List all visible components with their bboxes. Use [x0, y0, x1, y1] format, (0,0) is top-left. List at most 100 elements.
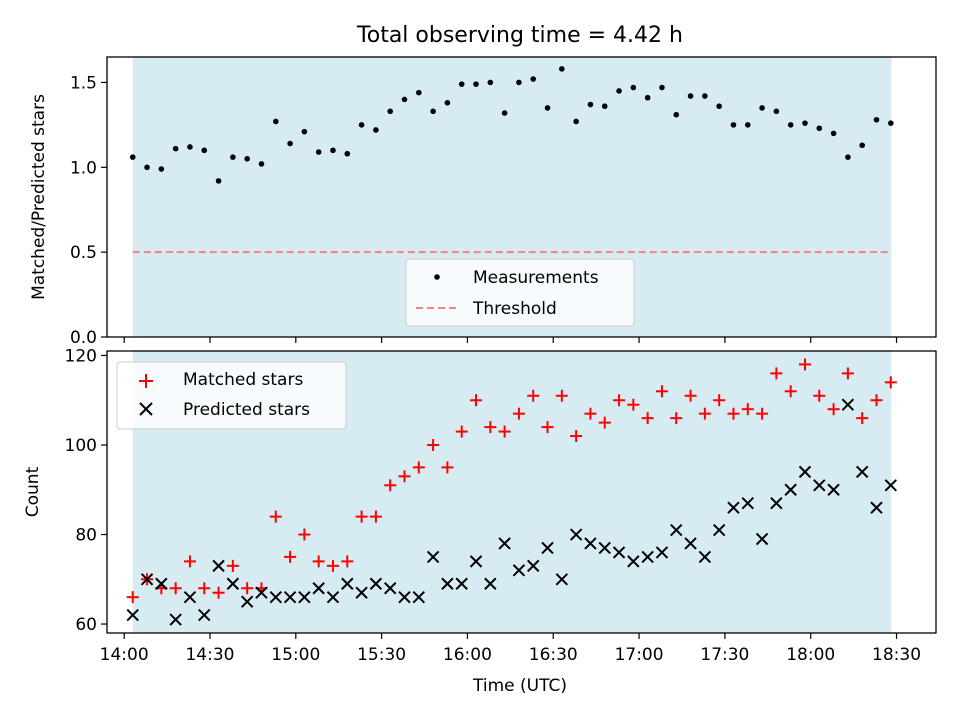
bottom-legend: Matched stars Predicted stars: [116, 361, 347, 430]
predicted-star-point: [512, 564, 526, 577]
matched-star-point: [326, 559, 339, 572]
x-tick-label: 16:30: [529, 645, 578, 665]
predicted-star-point: [741, 496, 754, 510]
measurement-point: [544, 105, 551, 111]
legend-measurements-marker: [434, 274, 440, 280]
top-legend: Measurements Threshold: [405, 258, 635, 327]
matched-star-point: [198, 582, 211, 595]
predicted-star-point: [126, 608, 139, 622]
measurement-point: [230, 154, 236, 160]
top-legend-box: [405, 258, 635, 327]
matched-star-point: [827, 403, 840, 416]
measurement-point: [244, 156, 250, 162]
top-y-axis-label: Matched/Predicted stars: [29, 94, 49, 300]
measurement-point: [873, 116, 880, 123]
bottom-legend-box: [116, 361, 347, 430]
measurement-point: [158, 166, 165, 172]
measurement-point: [759, 105, 765, 111]
measurement-point: [330, 147, 336, 154]
bottom-y-ticks: 60 80 100 120: [65, 346, 107, 635]
matched-star-point: [813, 389, 826, 402]
predicted-star-point: [355, 586, 368, 599]
matched-star-point: [598, 416, 611, 429]
predicted-star-point: [341, 577, 354, 590]
matched-star-point: [384, 479, 397, 492]
measurement-point: [444, 100, 451, 106]
predicted-star-point: [169, 613, 182, 626]
measurement-point: [601, 103, 608, 110]
matched-star-point: [541, 421, 554, 434]
matched-star-point: [269, 510, 282, 523]
predicted-star-point: [283, 590, 297, 604]
predicted-star-point: [655, 546, 669, 559]
matched-star-point: [241, 582, 254, 595]
legend-threshold-label: Threshold: [472, 299, 557, 319]
matched-star-point: [713, 394, 726, 407]
legend-measurements-label: Measurements: [473, 268, 599, 288]
measurement-point: [702, 93, 708, 99]
matched-star-point: [355, 510, 368, 523]
matched-star-point: [756, 407, 769, 420]
measurement-point: [859, 142, 865, 149]
matched-star-point: [312, 555, 325, 568]
matched-star-point: [412, 461, 425, 474]
matched-star-point: [584, 407, 597, 420]
measurement-point: [501, 110, 508, 116]
predicted-star-point: [398, 590, 411, 604]
bottom-panel: 60 80 100 120 14:00 14:30 15:00 15:30 16:00 16:3…: [23, 346, 937, 696]
predicted-star-point: [412, 590, 426, 604]
matched-star-point: [455, 425, 468, 438]
matched-star-point: [841, 367, 854, 380]
predicted-star-point: [226, 577, 240, 590]
measurement-point: [787, 122, 794, 128]
matched-star-point: [484, 421, 497, 434]
x-axis-label: Time (UTC): [472, 676, 567, 696]
x-tick-label: 17:30: [700, 645, 749, 665]
predicted-stars-points: [126, 398, 898, 626]
matched-star-point: [627, 398, 640, 411]
predicted-star-point: [841, 398, 855, 411]
measurement-point: [172, 145, 179, 152]
matched-star-point: [527, 389, 540, 402]
predicted-star-point: [426, 550, 440, 564]
measurement-point: [401, 96, 408, 103]
measurement-point: [516, 79, 522, 86]
top-y-ticks: 0.0 0.5 1.0 1.5: [70, 73, 107, 348]
predicted-star-point: [784, 483, 797, 496]
legend-predicted-marker: [139, 402, 153, 416]
x-tick-label: 15:00: [271, 645, 320, 665]
measurement-point: [802, 120, 808, 126]
predicted-star-point: [455, 577, 468, 590]
measurement-point: [773, 108, 780, 115]
predicted-star-point: [770, 496, 783, 510]
matched-star-point: [784, 385, 797, 398]
matched-star-point: [684, 389, 697, 402]
matched-star-point: [226, 559, 239, 572]
predicted-star-point: [484, 577, 497, 590]
measurement-point: [573, 118, 579, 125]
measurement-point: [301, 128, 308, 135]
matched-star-point: [341, 555, 354, 568]
matched-star-point: [798, 358, 811, 371]
matched-star-point: [284, 550, 297, 563]
predicted-star-point: [612, 546, 626, 559]
matched-star-point: [641, 412, 654, 425]
predicted-star-point: [298, 590, 311, 604]
measurement-point: [659, 84, 665, 91]
measurement-point: [487, 79, 494, 86]
measurement-point: [315, 149, 322, 155]
matched-star-point: [655, 385, 668, 398]
bottom-y-axis-label: Count: [23, 466, 43, 517]
measurement-point: [830, 130, 837, 137]
y-tick-label: 0.0: [70, 328, 97, 348]
matched-star-point: [427, 439, 440, 451]
legend-predicted-label: Predicted stars: [183, 400, 310, 420]
measurement-point: [845, 154, 851, 160]
predicted-star-point: [670, 523, 683, 537]
matched-star-point: [613, 394, 626, 407]
matched-star-point: [884, 376, 897, 389]
predicted-star-point: [641, 550, 654, 564]
predicted-star-point: [140, 573, 154, 586]
measurement-point: [716, 103, 722, 110]
matched-star-point: [670, 412, 683, 425]
